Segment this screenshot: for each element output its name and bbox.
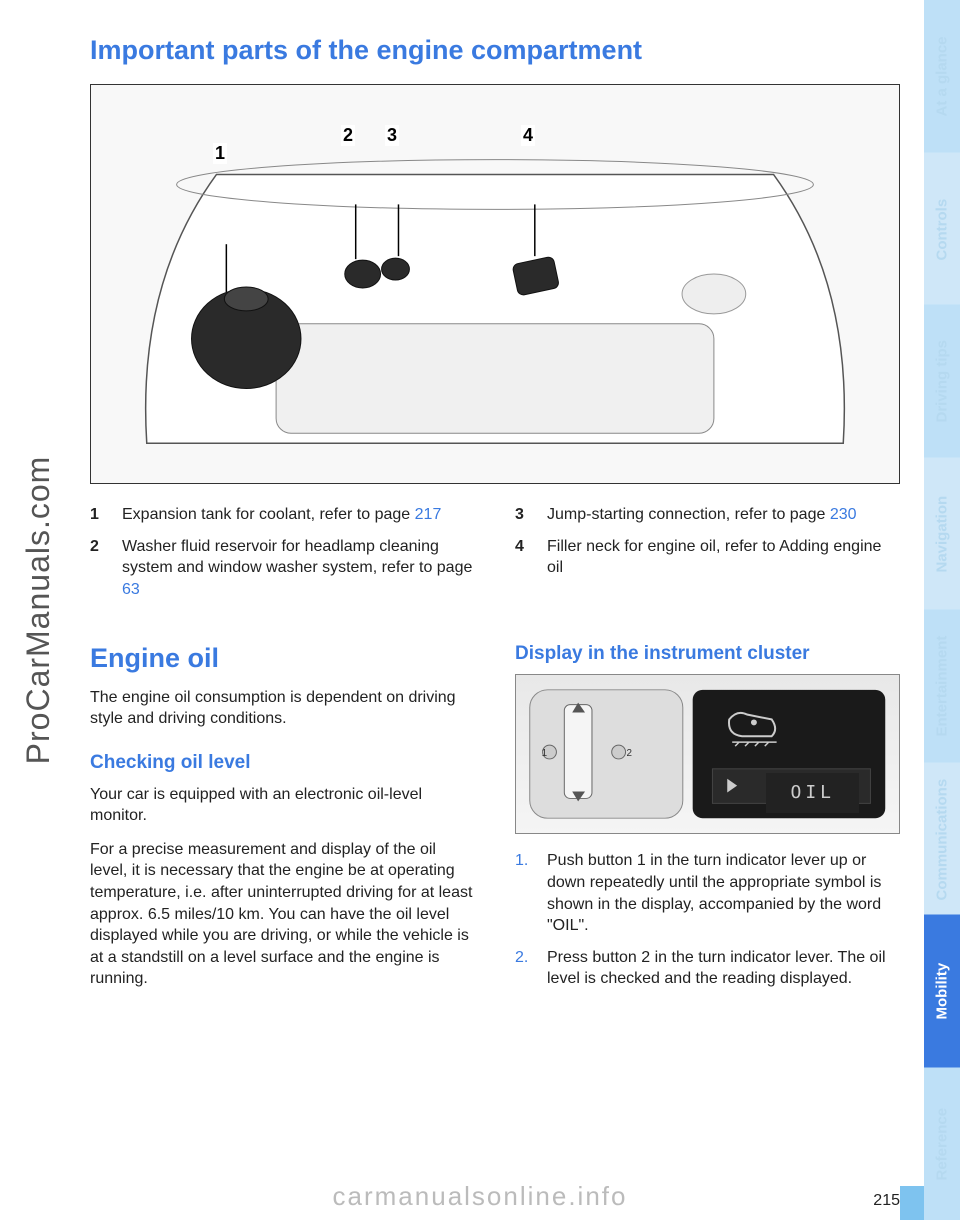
tab-reference[interactable]: Reference <box>924 1068 960 1220</box>
tab-at-a-glance[interactable]: At a glance <box>924 0 960 153</box>
legend-num: 1 <box>90 504 108 526</box>
tab-controls[interactable]: Controls <box>924 153 960 306</box>
page-number: 215 <box>873 1192 900 1210</box>
diagram-label-1: 1 <box>213 143 227 164</box>
legend-text: Jump-starting connection, refer to page <box>547 506 825 523</box>
para: Your car is equipped with an electronic … <box>90 784 475 827</box>
watermark-bottom: carmanualsonline.info <box>333 1181 628 1212</box>
section-tabs: At a glance Controls Driving tips Naviga… <box>924 0 960 1220</box>
page-title: Important parts of the engine compartmen… <box>90 35 900 66</box>
step-num: 1. <box>515 850 533 936</box>
legend-text: Expansion tank for coolant, refer to pag… <box>122 506 410 523</box>
page-ref[interactable]: 63 <box>122 581 140 598</box>
para: The engine oil consumption is dependent … <box>90 687 475 730</box>
legend-num: 4 <box>515 536 533 579</box>
page-ref[interactable]: 217 <box>415 506 442 523</box>
tab-navigation[interactable]: Navigation <box>924 458 960 611</box>
section-heading-engine-oil: Engine oil <box>90 640 475 676</box>
diagram-label-4: 4 <box>521 125 535 146</box>
oil-display-label: OIL <box>766 773 859 813</box>
legend-item: 1 Expansion tank for coolant, refer to p… <box>90 504 475 526</box>
legend-text: Filler neck for engine oil, refer to Add… <box>547 538 881 577</box>
watermark-left: ProCarManuals.com <box>20 456 57 765</box>
step-text: Push button 1 in the turn indicator leve… <box>547 850 900 936</box>
legend-item: 2 Washer fluid reservoir for headlamp cl… <box>90 536 475 601</box>
step-item: 2. Press button 2 in the turn indicator … <box>515 947 900 990</box>
page-number-bar <box>900 1186 924 1220</box>
svg-text:1: 1 <box>542 748 547 759</box>
legend-num: 2 <box>90 536 108 601</box>
tab-mobility[interactable]: Mobility <box>924 915 960 1068</box>
subheading-checking-oil: Checking oil level <box>90 750 475 776</box>
instrument-cluster-image: 1 2 OIL <box>515 674 900 834</box>
svg-text:2: 2 <box>627 748 632 759</box>
legend-item: 3 Jump-starting connection, refer to pag… <box>515 504 900 526</box>
diagram-label-2: 2 <box>341 125 355 146</box>
subheading-display-cluster: Display in the instrument cluster <box>515 641 900 667</box>
step-num: 2. <box>515 947 533 990</box>
legend-item: 4 Filler neck for engine oil, refer to A… <box>515 536 900 579</box>
page-ref[interactable]: 230 <box>830 506 857 523</box>
legend-text: Washer fluid reservoir for headlamp clea… <box>122 538 472 577</box>
legend-num: 3 <box>515 504 533 526</box>
tab-communications[interactable]: Communications <box>924 763 960 916</box>
tab-entertainment[interactable]: Entertainment <box>924 610 960 763</box>
step-item: 1. Push button 1 in the turn indicator l… <box>515 850 900 936</box>
tab-driving-tips[interactable]: Driving tips <box>924 305 960 458</box>
step-text: Press button 2 in the turn indicator lev… <box>547 947 900 990</box>
diagram-label-3: 3 <box>385 125 399 146</box>
engine-compartment-diagram: 1 2 3 4 <box>90 84 900 484</box>
para: For a precise measurement and display of… <box>90 839 475 990</box>
